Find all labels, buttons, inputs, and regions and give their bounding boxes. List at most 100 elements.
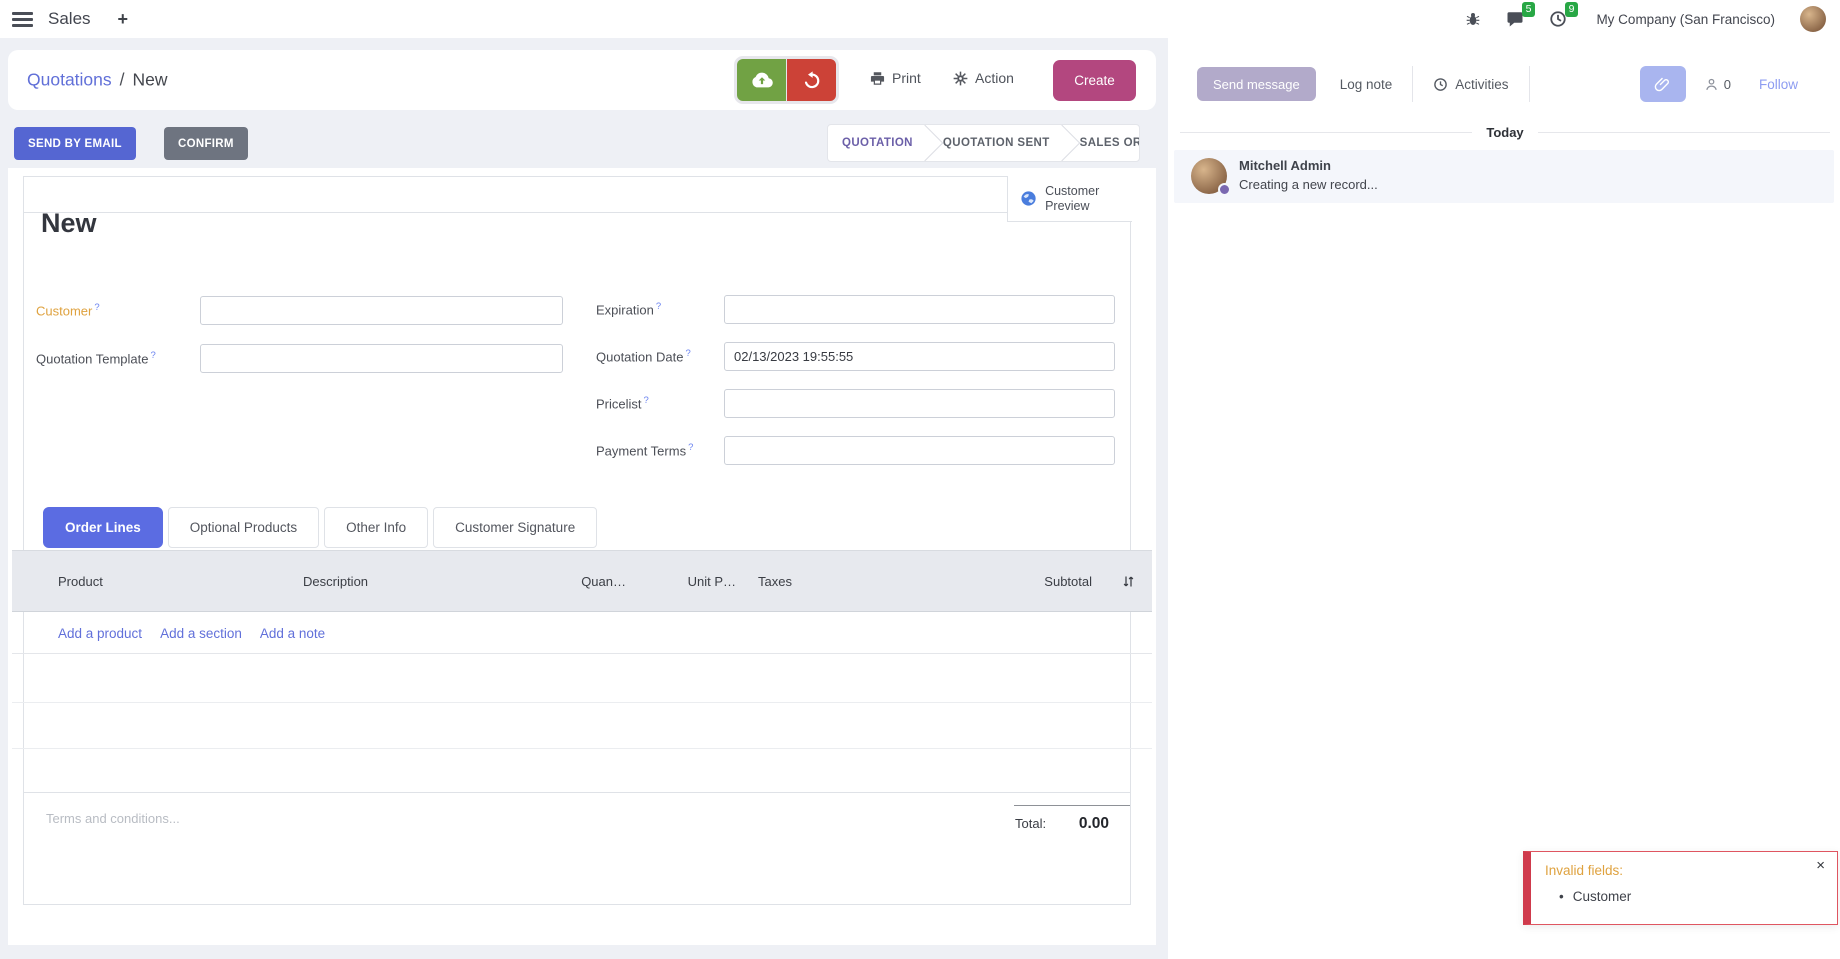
person-icon	[1705, 78, 1717, 90]
total-label: Total:	[1015, 816, 1047, 831]
help-marker: ?	[150, 349, 156, 361]
send-by-email-button[interactable]: SEND BY EMAIL	[14, 127, 136, 160]
tab-customer-signature[interactable]: Customer Signature	[433, 507, 598, 548]
add-a-product-link[interactable]: Add a product	[58, 626, 143, 641]
followers-counter[interactable]: 0	[1704, 77, 1731, 92]
expiration-label: Expiration?	[596, 301, 662, 318]
pricelist-input[interactable]	[724, 389, 1115, 418]
save-button[interactable]	[737, 59, 786, 101]
field-row-quotation-date: Quotation Date?	[596, 333, 1115, 380]
statusbar-step-sales-order[interactable]: SALES ORDER	[1079, 137, 1140, 149]
order-lines-header-row: Product Description Quan… Unit P… Taxes …	[12, 550, 1152, 612]
statusbar-chevron	[906, 125, 944, 161]
customer-label: Customer?	[36, 301, 100, 319]
column-header-subtotal: Subtotal	[1044, 573, 1092, 589]
followers-count: 0	[1723, 76, 1731, 92]
field-row-expiration: Expiration?	[596, 286, 1115, 333]
empty-row-divider	[12, 748, 1152, 749]
navbar-left: Sales +	[12, 9, 128, 30]
statusbar-step-quotation-sent[interactable]: QUOTATION SENT	[942, 137, 1050, 149]
add-a-note-link[interactable]: Add a note	[259, 626, 326, 641]
attach-files-button[interactable]	[1639, 66, 1686, 102]
follow-button[interactable]: Follow	[1758, 76, 1798, 92]
tab-optional-products[interactable]: Optional Products	[167, 507, 320, 548]
terms-and-conditions-input[interactable]: Terms and conditions...	[46, 811, 180, 826]
user-avatar[interactable]	[1800, 6, 1826, 32]
quotation-template-label: Quotation Template?	[36, 349, 156, 367]
activities-button[interactable]: Activities	[1433, 76, 1509, 92]
print-label: Print	[892, 70, 921, 86]
apps-menu-icon[interactable]	[12, 11, 33, 27]
confirm-button[interactable]: CONFIRM	[164, 127, 248, 160]
column-header-taxes: Taxes	[758, 573, 792, 589]
fields-left-column: Customer? Quotation Template?	[36, 286, 563, 382]
app-name[interactable]: Sales	[48, 9, 91, 28]
column-header-quantity: Quan…	[581, 573, 626, 589]
quotation-date-label: Quotation Date?	[596, 348, 691, 365]
statusbar-chevron	[1043, 125, 1081, 161]
today-divider: Today	[1180, 125, 1831, 140]
create-button[interactable]: Create	[1053, 60, 1136, 101]
payment-terms-input[interactable]	[724, 436, 1115, 465]
toolbar-divider	[1528, 66, 1530, 102]
column-header-unit-price: Unit P…	[687, 573, 736, 589]
plus-icon[interactable]: +	[117, 8, 129, 29]
button-box	[24, 176, 1007, 213]
help-marker: ?	[688, 442, 694, 454]
breadcrumb-quotations[interactable]: Quotations	[27, 69, 112, 90]
gear-icon	[953, 71, 968, 85]
customer-preview-button[interactable]: Customer Preview	[1007, 176, 1132, 222]
navbar-right: 5 9 My Company (San Francisco)	[1465, 2, 1826, 32]
company-switcher[interactable]: My Company (San Francisco)	[1596, 11, 1775, 27]
optional-columns-icon[interactable]	[1121, 574, 1136, 589]
message-author[interactable]: Mitchell Admin	[1239, 158, 1331, 173]
clock-icon	[1434, 77, 1448, 91]
author-status-dot	[1218, 183, 1231, 196]
fields-right-column: Expiration? Quotation Date? Pricelist? P…	[596, 286, 1115, 474]
activities-label: Activities	[1455, 76, 1509, 92]
author-avatar[interactable]	[1191, 158, 1231, 196]
printer-icon	[870, 71, 885, 85]
tab-other-info[interactable]: Other Info	[324, 507, 429, 548]
sheet-footer: Terms and conditions... Total: 0.00	[23, 792, 1131, 905]
close-icon[interactable]: ×	[1816, 857, 1825, 874]
discard-button[interactable]	[787, 59, 836, 101]
bullet: •	[1559, 889, 1564, 904]
breadcrumb-separator: /	[119, 69, 125, 90]
add-a-section-link[interactable]: Add a section	[160, 626, 242, 641]
activities-clock-icon[interactable]: 9	[1549, 2, 1579, 28]
pricelist-label: Pricelist?	[596, 395, 649, 412]
chatter-message: Mitchell Admin Creating a new record...	[1174, 150, 1834, 203]
expiration-input[interactable]	[724, 295, 1115, 324]
help-marker: ?	[94, 301, 100, 313]
statusbar: QUOTATION QUOTATION SENT SALES ORDER	[827, 124, 1140, 162]
tab-order-lines[interactable]: Order Lines	[43, 507, 163, 548]
activities-badge: 9	[1564, 2, 1579, 17]
breadcrumb: Quotations / New	[27, 70, 168, 91]
messages-badge: 5	[1521, 2, 1536, 17]
action-button[interactable]: Action	[953, 70, 1014, 86]
message-body: Creating a new record...	[1239, 177, 1378, 192]
quotation-template-input[interactable]	[200, 343, 563, 373]
action-label: Action	[975, 70, 1014, 86]
order-lines-add-row: Add a product Add a section Add a note	[12, 614, 1152, 654]
send-message-button[interactable]: Send message	[1197, 67, 1316, 101]
help-marker: ?	[655, 301, 662, 313]
help-marker: ?	[643, 395, 649, 407]
column-header-product: Product	[58, 573, 103, 589]
paperclip-icon	[1654, 77, 1670, 91]
total-value: 0.00	[1078, 815, 1109, 832]
breadcrumb-current: New	[132, 69, 168, 90]
statusbar-step-quotation[interactable]: QUOTATION	[842, 137, 913, 149]
log-note-button[interactable]: Log note	[1339, 76, 1393, 92]
invalid-field-item: • Customer	[1559, 889, 1632, 904]
empty-row-divider	[12, 702, 1152, 703]
customer-input[interactable]	[200, 295, 563, 325]
quotation-date-input[interactable]	[724, 342, 1115, 371]
print-button[interactable]: Print	[870, 70, 921, 86]
notebook-tabs: Order Lines Optional Products Other Info…	[43, 507, 598, 548]
help-marker: ?	[685, 348, 691, 360]
messages-icon[interactable]: 5	[1506, 2, 1536, 28]
bug-icon[interactable]	[1465, 11, 1481, 27]
